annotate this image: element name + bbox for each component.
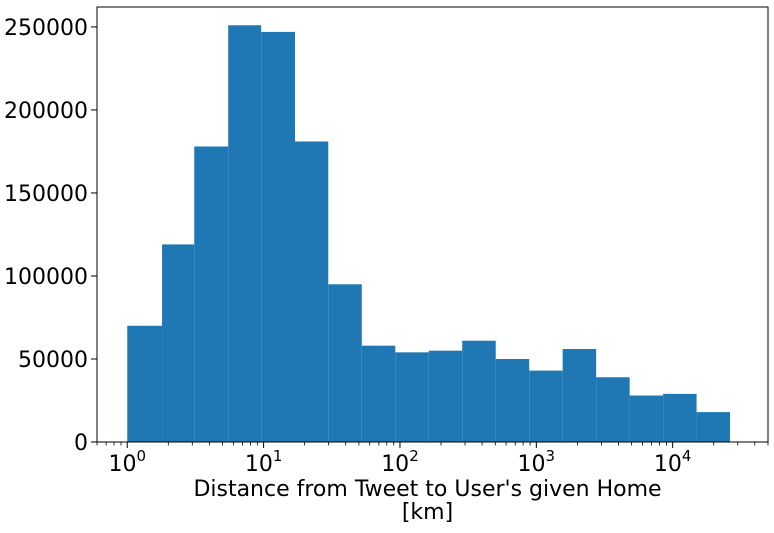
x-major-ticks: 100 101 102 103 104 (108, 442, 691, 477)
y-ticks: 0 50000 100000 150000 200000 250000 (4, 16, 97, 456)
histogram-bar (194, 146, 229, 442)
histogram-bar (663, 393, 697, 442)
histogram-bar (361, 345, 396, 442)
histogram-bar (596, 377, 630, 442)
x-tick-label: 102 (381, 447, 419, 477)
x-axis-label-unit: [km] (402, 500, 453, 525)
x-tick-label: 103 (518, 447, 556, 477)
histogram-bar (228, 25, 262, 442)
bars-group (127, 25, 731, 443)
histogram-bar (529, 370, 563, 442)
x-tick-label: 101 (245, 447, 283, 477)
x-tick-label: 104 (654, 447, 692, 477)
histogram-bar (261, 31, 296, 443)
histogram-bar (395, 352, 429, 442)
histogram-bar (162, 244, 195, 442)
y-tick-label: 0 (74, 431, 88, 456)
x-minor-ticks (96, 442, 769, 446)
x-axis-label: Distance from Tweet to User's given Home (193, 477, 661, 502)
histogram-bar (629, 395, 664, 442)
histogram-bar (127, 325, 163, 442)
histogram-bar (562, 349, 597, 442)
histogram-bar (696, 412, 731, 442)
histogram-bar (428, 350, 463, 442)
histogram-bar (295, 141, 329, 443)
y-tick-label: 200000 (4, 99, 88, 124)
y-tick-label: 250000 (4, 16, 88, 41)
y-tick-label: 50000 (18, 348, 88, 373)
histogram-bar (328, 284, 362, 442)
plot-frame (96, 6, 769, 443)
y-tick-label: 100000 (4, 265, 88, 290)
histogram-bar (495, 358, 530, 442)
histogram-bar (462, 340, 496, 442)
x-tick-label: 100 (108, 447, 146, 477)
y-tick-label: 150000 (4, 182, 88, 207)
